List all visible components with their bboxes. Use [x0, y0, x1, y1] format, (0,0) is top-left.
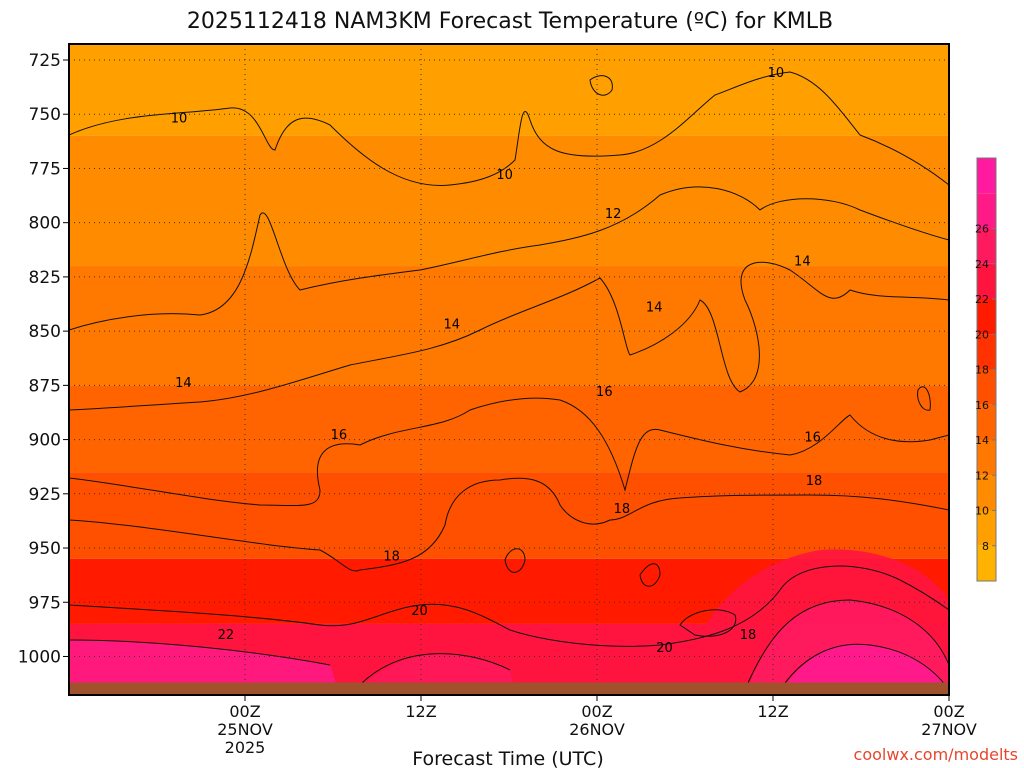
contour-24	[779, 643, 949, 691]
contour-label: 12	[605, 207, 622, 222]
colorbar-tick-label: 22	[975, 293, 989, 306]
colorbar-tick-label: 10	[975, 505, 989, 518]
contour-label: 20	[656, 641, 673, 656]
contour-label: 10	[171, 112, 188, 127]
colorbar-segment	[977, 193, 996, 229]
colorbar-tick-label: 8	[982, 540, 989, 553]
temperature-band	[69, 44, 949, 136]
temperature-band	[69, 385, 949, 473]
colorbar-tick-label: 20	[975, 328, 989, 341]
y-axis-ticks: 725 750 775 800 825 850 875 900 925 950 975 1000	[18, 51, 69, 667]
x-tick-label: 00Z	[581, 702, 612, 721]
colorbar-tick-label: 16	[975, 399, 989, 412]
colorbar-tick-label: 12	[975, 469, 989, 482]
temperature-band	[69, 472, 949, 559]
contour-label: 20	[411, 604, 428, 619]
y-tick-label: 950	[29, 539, 61, 559]
temperature-band	[69, 135, 949, 267]
y-tick-label: 850	[29, 322, 61, 342]
colorbar: 8 10 12 14 16 18 20 22 24 26	[975, 157, 997, 582]
colorbar-segment	[977, 369, 996, 405]
contour-cell-small	[504, 75, 931, 587]
contour-label: 18	[383, 550, 400, 565]
warm-core-patch	[69, 640, 340, 695]
x-tick-label: 12Z	[757, 702, 788, 721]
colorbar-segment	[977, 334, 996, 370]
x-tick-label: 2025	[225, 738, 266, 757]
colorbar-segment	[977, 228, 996, 264]
x-axis-label: Forecast Time (UTC)	[412, 748, 603, 768]
colorbar-segment	[977, 545, 996, 581]
contour-label: 16	[596, 385, 613, 400]
x-tick-label: 25NOV	[217, 720, 273, 739]
y-tick-label: 900	[29, 431, 61, 451]
colorbar-segment	[977, 404, 996, 440]
contour-label: 18	[740, 628, 757, 643]
contour-14	[69, 261, 949, 411]
colorbar-segment	[977, 158, 996, 194]
x-tick-label: 00Z	[229, 702, 260, 721]
colorbar-tick-label: 26	[975, 223, 989, 236]
colorbar-segment	[977, 510, 996, 546]
contour-label: 14	[794, 255, 811, 270]
contour-label: 16	[331, 428, 348, 443]
colorbar-tick-label: 14	[975, 434, 989, 447]
y-tick-label: 725	[29, 51, 61, 71]
contour-16	[69, 397, 949, 507]
contour-20	[69, 565, 949, 647]
warm-core-patch	[780, 644, 949, 695]
contour-label: 14	[646, 300, 663, 315]
x-tick-label: 26NOV	[569, 720, 625, 739]
contour-label: 10	[496, 168, 513, 183]
y-tick-label: 1000	[18, 647, 61, 667]
plot-frame	[68, 43, 950, 696]
colorbar-tick-label: 24	[975, 258, 989, 271]
contour-18	[69, 477, 949, 572]
chart-title: 2025112418 NAM3KM Forecast Temperature (…	[187, 9, 833, 34]
temperature-fill	[69, 44, 949, 695]
contour-22	[69, 599, 949, 691]
contour-label: 18	[806, 474, 823, 489]
y-tick-label: 775	[29, 159, 61, 179]
colorbar-segment	[977, 299, 996, 335]
y-tick-label: 925	[29, 485, 61, 505]
contour-label: 22	[218, 628, 235, 643]
contour-18-cell	[679, 609, 737, 637]
contour-label: 18	[614, 502, 631, 517]
contour-labels: 10 10 10 12 14 14 14 14 16 16 16 18 18 18 18 20 20 22	[171, 66, 823, 656]
contour-label: 10	[768, 66, 785, 81]
contour-12	[69, 186, 949, 331]
colorbar-segment	[977, 440, 996, 476]
source-credit: coolwx.com/modelts	[854, 745, 1018, 764]
y-tick-label: 975	[29, 593, 61, 613]
x-tick-label: 00Z	[933, 702, 964, 721]
y-tick-label: 875	[29, 376, 61, 396]
y-tick-label: 800	[29, 214, 61, 234]
ground-surface	[69, 682, 949, 695]
colorbar-tick-label: 18	[975, 364, 989, 377]
y-tick-label: 750	[29, 105, 61, 125]
temperature-band	[69, 266, 949, 386]
colorbar-segment	[977, 263, 996, 299]
contour-label: 16	[804, 430, 821, 445]
contour-lines	[69, 71, 949, 691]
x-tick-label: 27NOV	[921, 720, 977, 739]
contour-10	[69, 71, 949, 186]
x-tick-label: 12Z	[405, 702, 436, 721]
contour-label: 14	[175, 376, 192, 391]
y-tick-label: 825	[29, 268, 61, 288]
contour-label: 14	[444, 318, 461, 333]
colorbar-segment	[977, 475, 996, 511]
